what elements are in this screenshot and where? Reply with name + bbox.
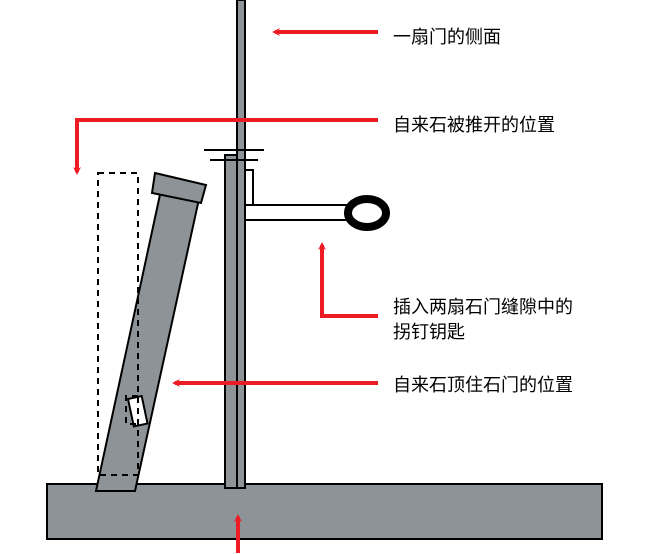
- diagram-svg: [0, 0, 650, 554]
- door-post: [237, 0, 245, 488]
- prop-stone: [96, 190, 199, 491]
- label-pushed-pos: 自来石被推开的位置: [393, 113, 555, 138]
- floor: [47, 484, 602, 539]
- diagram-canvas: 一扇门的侧面 自来石被推开的位置 插入两扇石门缝隙中的拐钉钥匙 自来石顶住石门的…: [0, 0, 650, 554]
- door-post-inner: [225, 155, 237, 488]
- label-prop-pos: 自来石顶住石门的位置: [393, 373, 573, 398]
- label-key-insert: 插入两扇石门缝隙中的拐钉钥匙: [393, 295, 583, 345]
- key-handle: [348, 199, 386, 227]
- key-shaft: [245, 205, 350, 220]
- arrow-key: [322, 245, 378, 316]
- label-door-side: 一扇门的侧面: [393, 25, 501, 50]
